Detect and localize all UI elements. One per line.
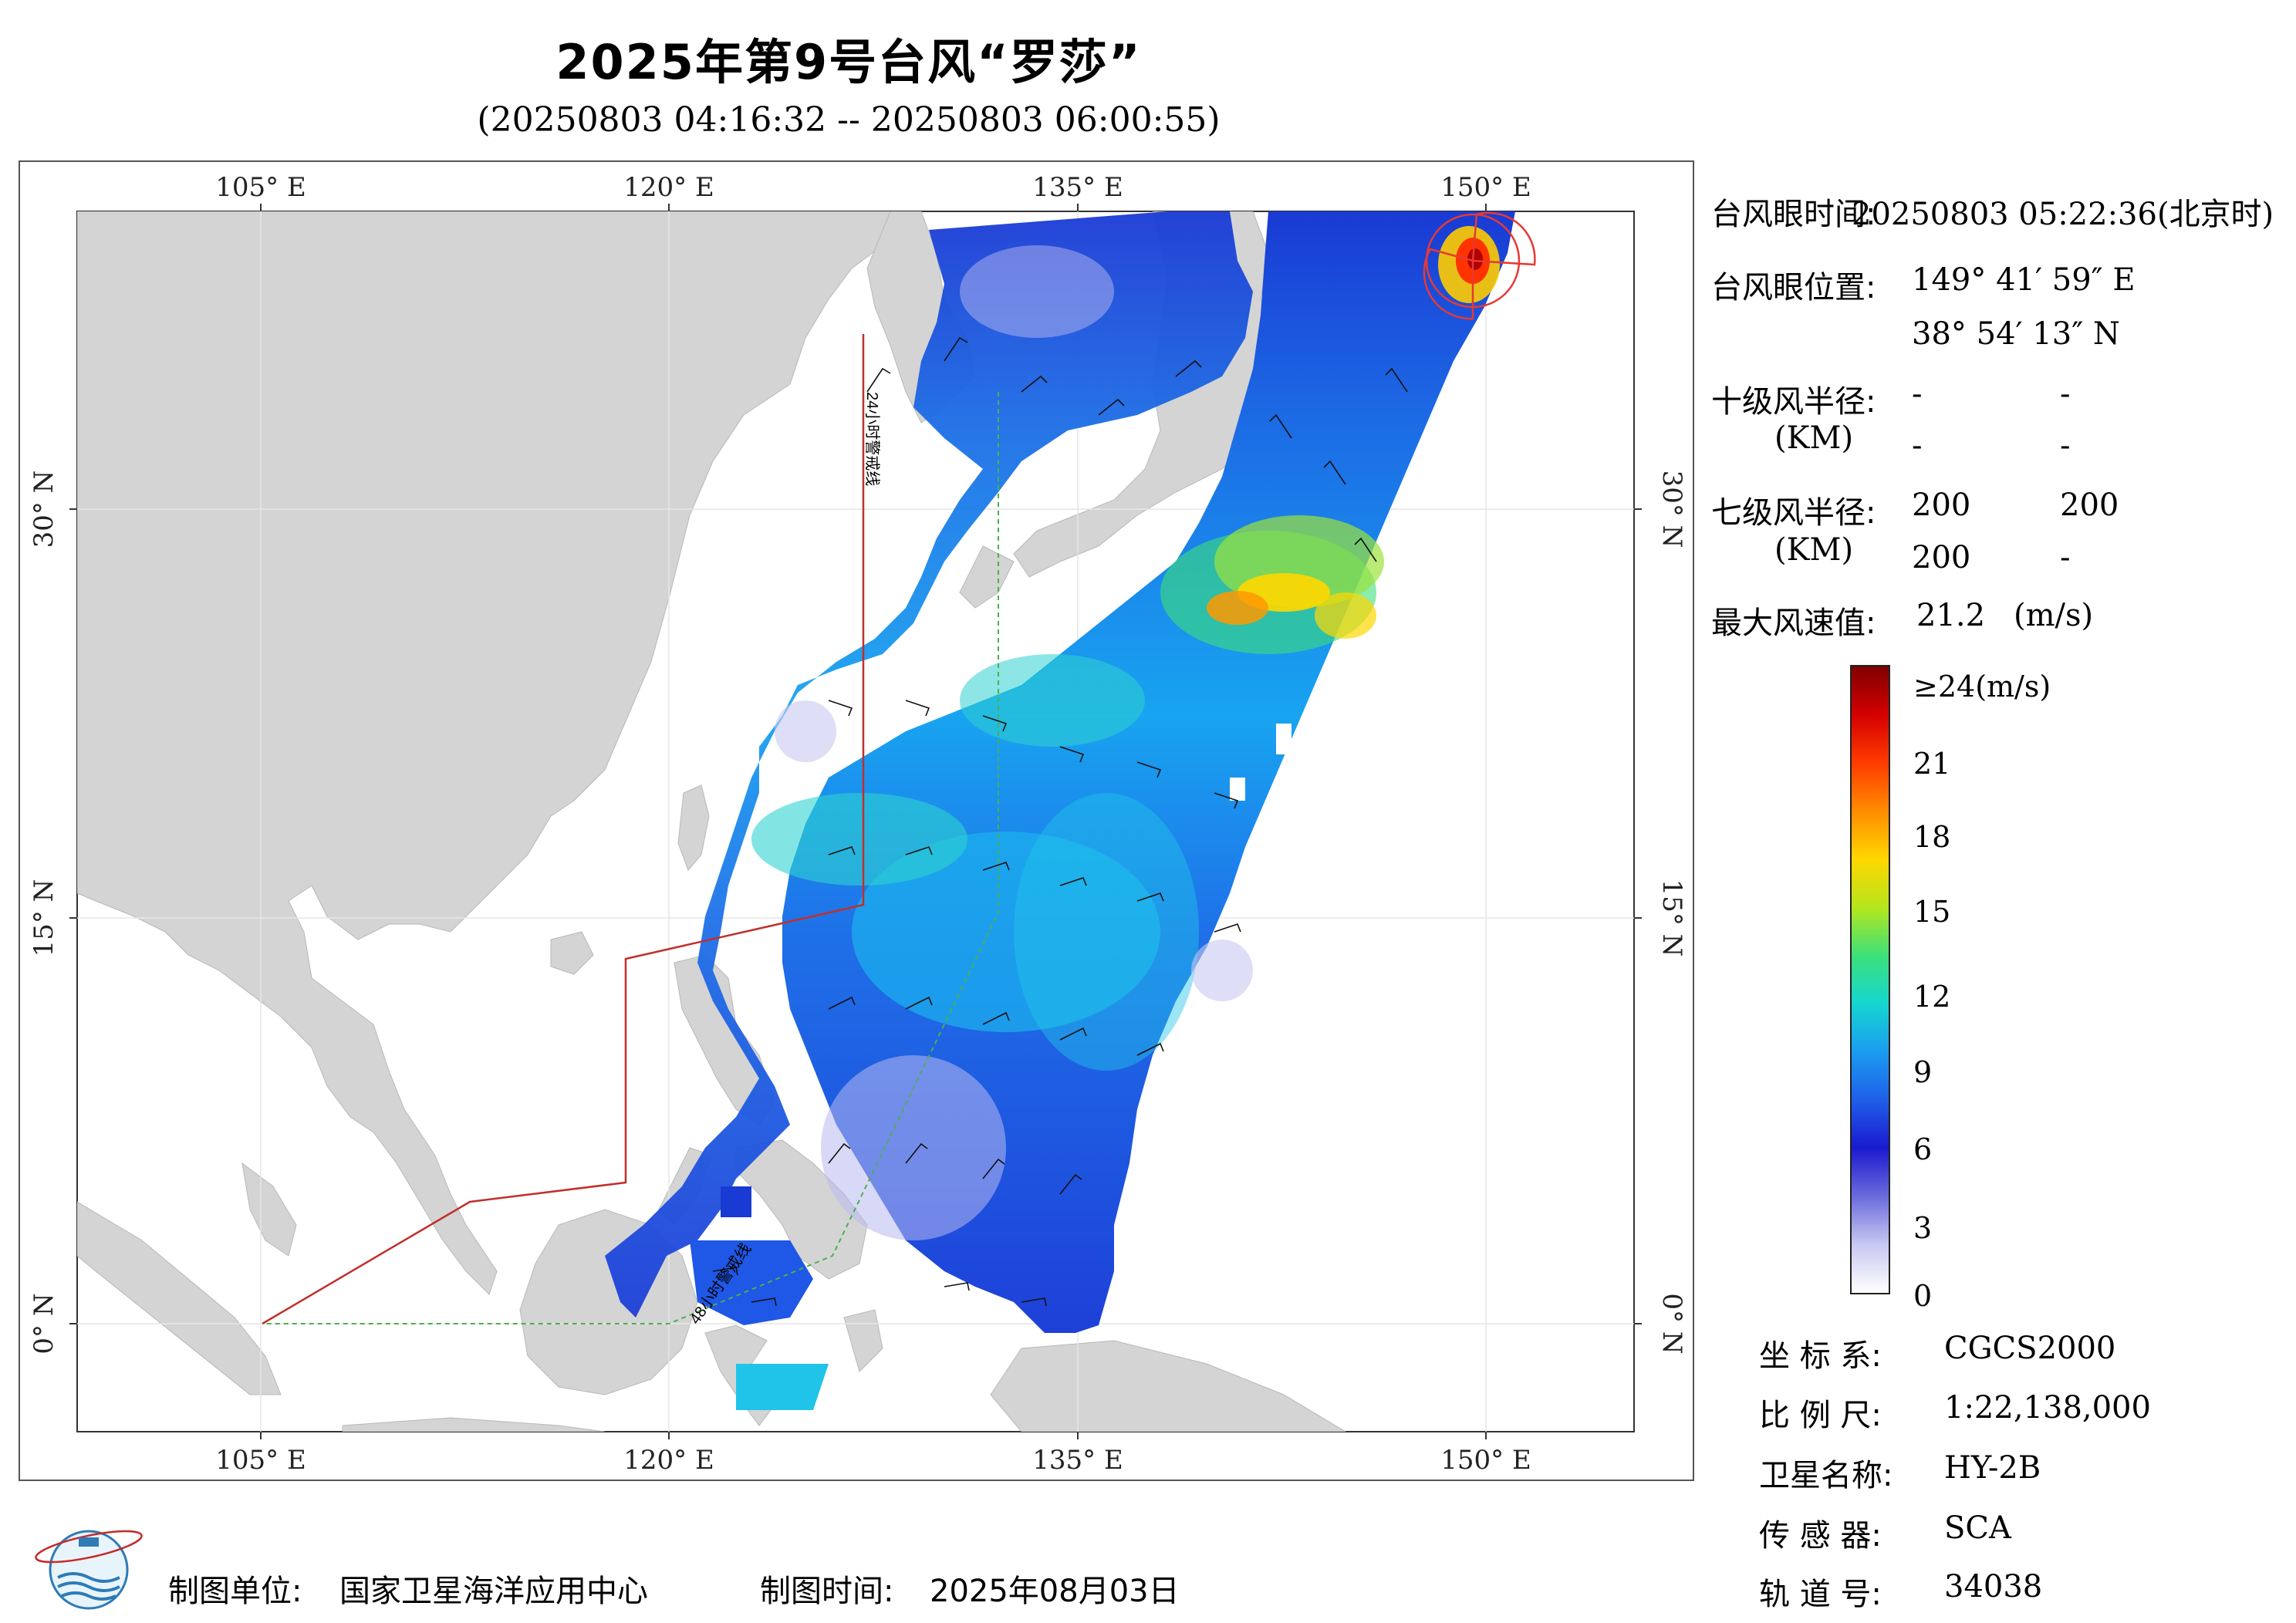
line-24h-label: 24小时警戒线 (863, 392, 881, 486)
satellite-value: HY-2B (1944, 1450, 2041, 1486)
axis-labels: 105° E 120° E 135° E 150° E 105° E 120° … (29, 172, 1687, 1476)
lon-label-top-0: 105° E (215, 172, 306, 203)
scale-value: 1:22,138,000 (1944, 1390, 2151, 1426)
lon-label-top-1: 120° E (623, 172, 714, 203)
colorbar-label-3: 3 (1913, 1211, 1933, 1245)
colorbar-label-21: 21 (1913, 747, 1951, 781)
org-label: 制图单位: (168, 1574, 302, 1609)
orbit-value: 34038 (1944, 1569, 2043, 1604)
satellite-label: 卫星名称: (1759, 1458, 1893, 1493)
colorbar-label-15: 15 (1913, 895, 1951, 929)
r7-value-se: 200 (2060, 488, 2119, 523)
colorbar-label-9: 9 (1913, 1055, 1933, 1089)
colorbar-label-0: 0 (1913, 1279, 1933, 1313)
map-title: 2025年第9号台风“罗莎” (555, 34, 1142, 90)
r10-value-ne: - (1912, 376, 1923, 412)
eye-pos-label: 台风眼位置: (1711, 270, 1876, 305)
nsoas-logo (31, 1516, 147, 1619)
warning-line-48h (262, 392, 999, 1324)
r10-value-se: - (2060, 376, 2071, 412)
sensor-label: 传 感 器: (1759, 1518, 1882, 1554)
r7-value-nw: - (2060, 540, 2071, 575)
r7-unit: (KM) (1774, 532, 1854, 568)
eye-lon-value: 149° 41′ 59″ E (1912, 262, 2136, 298)
lat-label-right-2: 0° N (1656, 1293, 1687, 1354)
coord-value: CGCS2000 (1944, 1331, 2116, 1366)
coord-label: 坐 标 系: (1759, 1338, 1882, 1374)
colorbar-label-12: 12 (1913, 980, 1951, 1014)
r7-label: 七级风半径: (1711, 495, 1876, 531)
ticks (69, 204, 1642, 1439)
orbit-label: 轨 道 号: (1759, 1577, 1882, 1612)
warning-line-24h (262, 334, 865, 1325)
r10-unit: (KM) (1774, 420, 1854, 456)
typhoon-eye-marker (1423, 211, 1536, 320)
map-frame (19, 160, 1694, 1481)
eye-lat-value: 38° 54′ 13″ N (1912, 316, 2120, 352)
lat-label-left-1: 15° N (29, 879, 59, 957)
eye-time-value: 20250803 05:22:36(北京时) (1852, 197, 2274, 232)
typhoon-wind-map[interactable]: 24小时警戒线 48小时警戒线 105° E 120° E 135° E 150… (19, 160, 1694, 1481)
map-subtitle: (20250803 04:16:32 -- 20250803 06:00:55) (477, 100, 1221, 140)
lon-label-bottom-0: 105° E (215, 1445, 306, 1476)
r10-label: 十级风半径: (1711, 384, 1876, 420)
r10-value-sw: - (1912, 428, 1923, 464)
lon-label-top-2: 135° E (1032, 172, 1123, 203)
date-label: 制图时间: (760, 1574, 894, 1609)
scale-label: 比 例 尺: (1759, 1398, 1882, 1433)
max-wind-label: 最大风速值: (1711, 606, 1876, 641)
org-value: 国家卫星海洋应用中心 (339, 1574, 648, 1609)
date-value: 2025年08月03日 (930, 1574, 1180, 1609)
lon-label-bottom-1: 120° E (623, 1445, 714, 1476)
colorbar-label-18: 18 (1913, 820, 1951, 854)
lat-label-left-0: 30° N (29, 471, 59, 548)
r7-value-ne: 200 (1912, 488, 1971, 523)
lon-label-top-3: 150° E (1440, 172, 1531, 203)
eye-time-label: 台风眼时间: (1711, 197, 1876, 232)
colorbar-label-24: ≥24(m/s) (1913, 670, 2051, 704)
wind-barbs (712, 336, 1408, 1307)
colorbar-label-6: 6 (1913, 1132, 1933, 1166)
lon-label-bottom-3: 150° E (1440, 1445, 1531, 1476)
lat-label-right-1: 15° N (1656, 879, 1687, 957)
r7-value-sw: 200 (1912, 540, 1971, 575)
lat-label-right-0: 30° N (1656, 471, 1687, 548)
lat-label-left-2: 0° N (29, 1293, 59, 1354)
max-wind-value: 21.2 (1916, 598, 1986, 633)
r10-value-nw: - (2060, 428, 2071, 464)
wind-speed-colorbar (1850, 665, 1890, 1294)
max-wind-unit: (m/s) (2014, 598, 2094, 633)
lon-label-bottom-2: 135° E (1032, 1445, 1123, 1476)
sensor-value: SCA (1944, 1510, 2011, 1546)
